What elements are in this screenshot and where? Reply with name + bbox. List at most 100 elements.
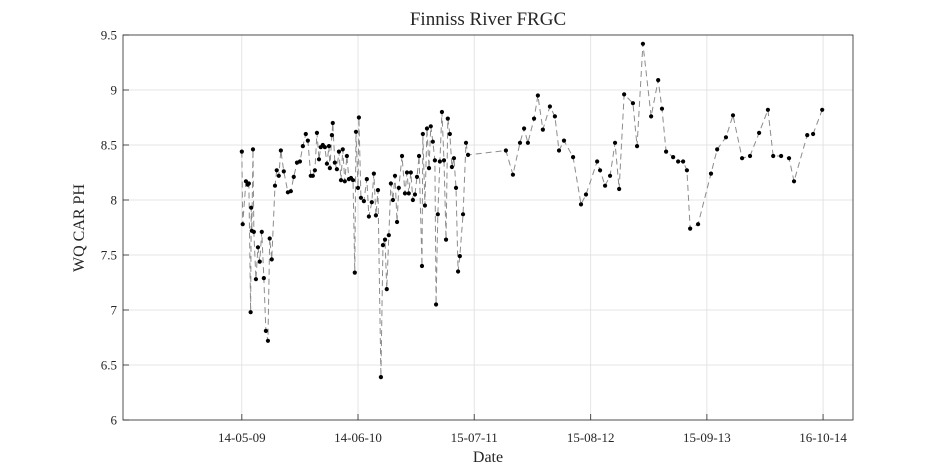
y-tick-label: 9 <box>111 83 118 98</box>
data-point <box>552 114 557 119</box>
data-point <box>659 106 665 111</box>
data-point <box>688 226 693 231</box>
data-point <box>578 202 584 207</box>
data-point <box>521 126 527 131</box>
data-point <box>291 174 296 179</box>
data-point <box>338 178 344 183</box>
data-point <box>634 144 640 149</box>
data-point <box>396 185 401 190</box>
data-point <box>300 144 305 149</box>
data-point <box>547 104 553 109</box>
data-point <box>350 178 356 183</box>
data-point <box>424 126 430 131</box>
y-tick-label: 6.5 <box>101 358 117 373</box>
data-point <box>649 114 654 119</box>
data-point <box>332 160 337 165</box>
data-point <box>525 140 531 145</box>
data-point <box>612 140 618 145</box>
data-point <box>463 140 469 145</box>
data-point <box>695 222 701 227</box>
data-point <box>303 131 308 137</box>
data-point <box>314 130 320 135</box>
data-point <box>399 153 405 159</box>
data-point <box>322 145 327 150</box>
data-point <box>656 78 661 83</box>
data-point <box>358 195 364 200</box>
data-point <box>326 144 332 149</box>
data-point <box>382 237 388 242</box>
data-point <box>248 310 253 315</box>
data-point <box>388 181 393 186</box>
data-point <box>443 237 449 242</box>
x-tick-label: 14-06-10 <box>334 430 382 445</box>
data-point <box>422 203 428 208</box>
data-point <box>447 131 452 137</box>
data-point <box>465 152 471 157</box>
data-point <box>373 213 379 218</box>
data-point <box>394 219 400 225</box>
data-point <box>402 191 408 196</box>
y-tick-label: 7.5 <box>101 248 117 263</box>
data-point <box>457 254 462 259</box>
x-tick-label: 15-07-11 <box>451 430 498 445</box>
data-point <box>630 101 636 106</box>
data-point <box>570 155 576 160</box>
grid: 6 6.5 7 7.5 8 8.5 9 9.5 14-05-09 14-06-10 15-07-11… <box>101 28 853 445</box>
data-point <box>449 164 455 170</box>
data-point <box>451 156 457 161</box>
data-point <box>243 179 249 184</box>
y-tick-label: 7 <box>111 303 118 318</box>
data-point <box>278 148 283 153</box>
data-point <box>561 138 567 143</box>
data-point <box>757 130 762 135</box>
data-point <box>540 127 545 132</box>
data-point <box>330 120 335 126</box>
data-point <box>246 181 251 186</box>
data-point <box>276 173 281 178</box>
data-point <box>261 276 266 281</box>
data-point <box>327 166 332 171</box>
y-tick-label: 6 <box>111 413 118 428</box>
data-point <box>617 186 622 192</box>
data-point <box>583 192 589 197</box>
data-point <box>771 153 776 159</box>
data-point <box>239 149 244 154</box>
data-point <box>676 159 681 164</box>
data-point <box>253 277 259 282</box>
y-tick-label: 9.5 <box>101 28 117 43</box>
data-point <box>281 169 286 174</box>
data-point <box>353 129 359 134</box>
data-point <box>684 168 690 173</box>
data-point <box>251 229 256 234</box>
data-point <box>249 205 254 210</box>
data-point <box>334 167 339 172</box>
x-tick-label: 15-08-12 <box>567 430 615 445</box>
data-point <box>342 179 347 184</box>
data-point <box>430 139 435 144</box>
data-point <box>765 107 771 112</box>
data-point <box>263 328 268 333</box>
data-point <box>791 179 797 184</box>
data-point <box>267 236 272 241</box>
data-point <box>671 155 676 160</box>
y-tick-label: 8 <box>111 193 118 208</box>
data-point <box>265 338 271 343</box>
data-point <box>384 287 389 292</box>
data-point <box>305 138 310 143</box>
data-point <box>378 375 384 380</box>
data-point <box>460 212 466 217</box>
data-point <box>517 140 523 145</box>
data-point <box>336 149 342 154</box>
data-point <box>455 269 461 274</box>
data-point <box>390 197 396 203</box>
data-point <box>437 159 442 164</box>
data-point <box>404 170 410 175</box>
data-point <box>240 222 245 227</box>
data-point <box>288 189 293 194</box>
data-point <box>805 133 810 138</box>
chart-title: Finniss River FRGC <box>410 9 566 30</box>
x-tick-label: 14-05-09 <box>218 430 266 445</box>
data-point <box>355 185 361 190</box>
data-point <box>324 161 330 166</box>
